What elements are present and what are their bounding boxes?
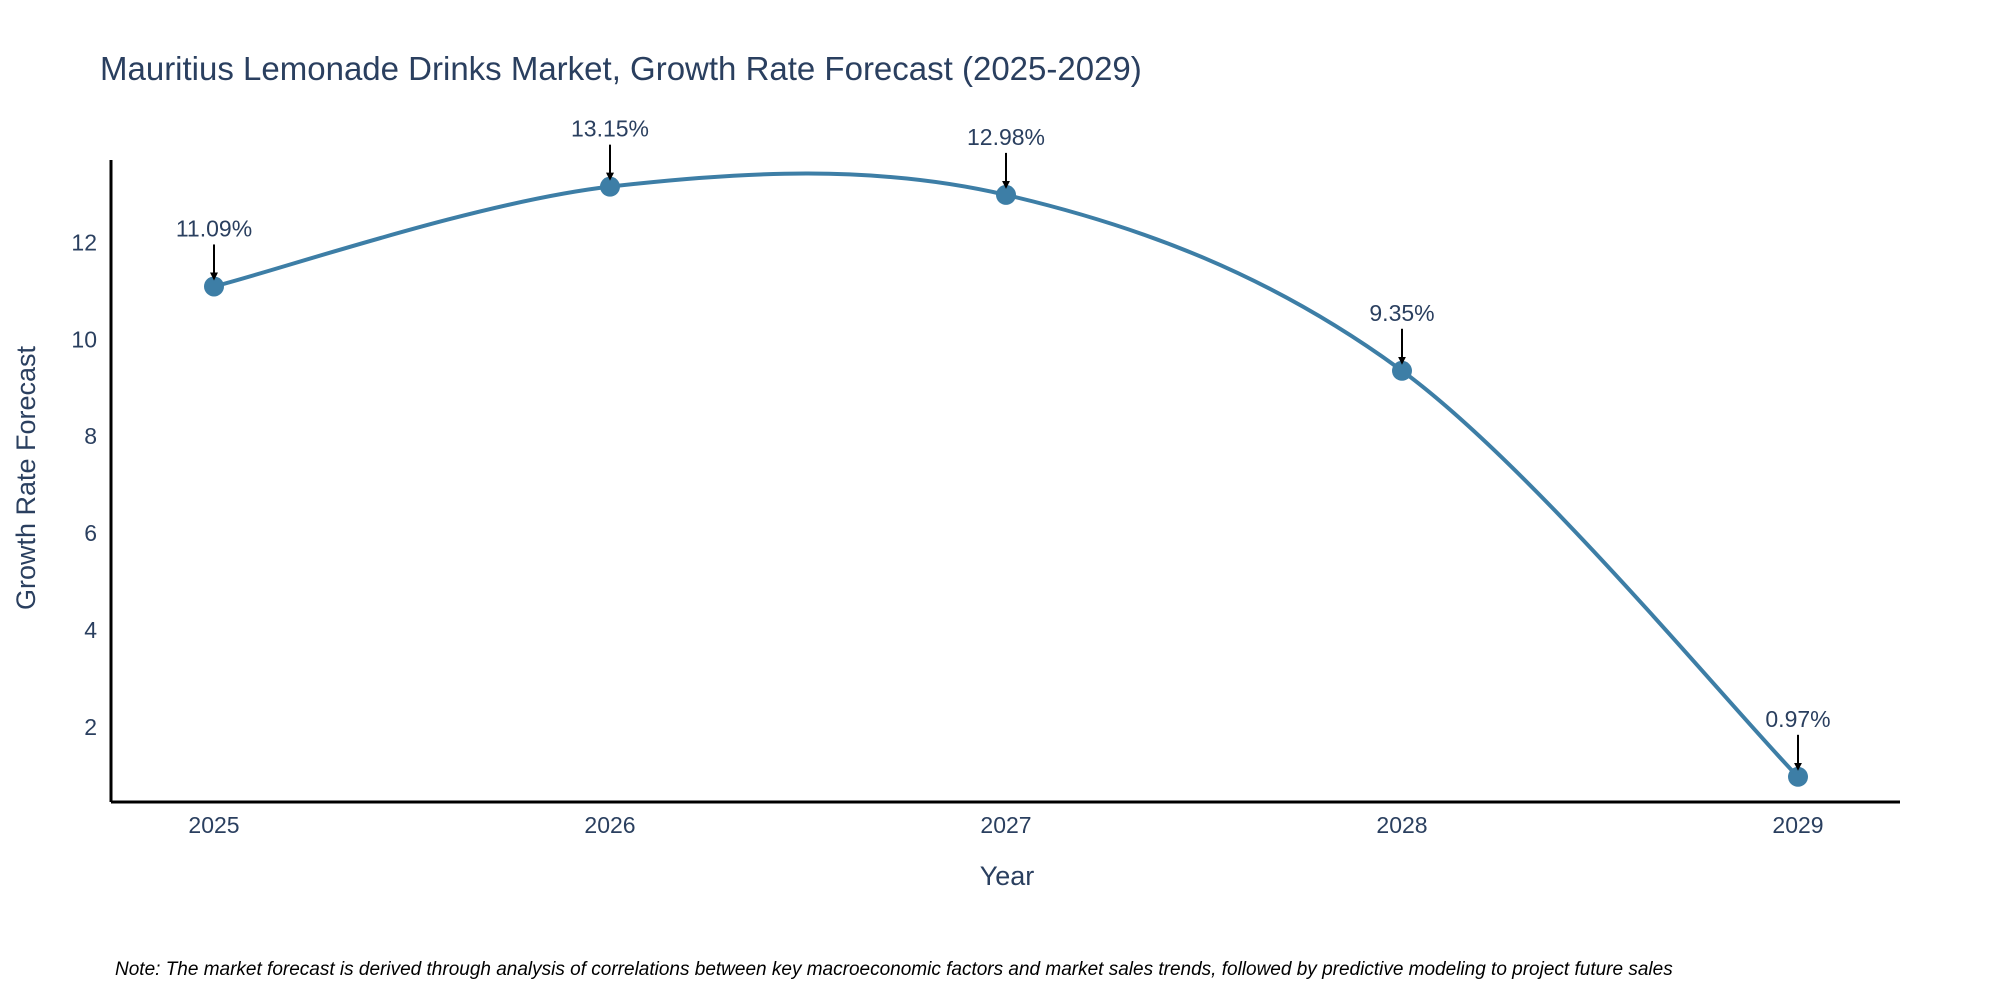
data-point <box>1788 766 1808 787</box>
x-tick-label: 2029 <box>1772 812 1823 838</box>
y-axis-title: Growth Rate Forecast <box>11 345 41 610</box>
y-tick-label: 12 <box>71 229 97 255</box>
series-line <box>213 171 1800 779</box>
data-point <box>1392 360 1412 381</box>
x-tick-label: 2028 <box>1376 812 1427 838</box>
footnote: Note: The market forecast is derived thr… <box>115 959 1673 980</box>
data-label: 9.35% <box>1369 300 1434 326</box>
data-label: 12.98% <box>967 124 1045 150</box>
y-tick-label: 2 <box>84 714 97 740</box>
y-tick-label: 8 <box>84 423 97 449</box>
x-tick-label: 2026 <box>584 812 635 838</box>
x-tick-label: 2027 <box>980 812 1031 838</box>
data-point <box>600 176 620 197</box>
y-tick-label: 4 <box>84 617 97 643</box>
data-point <box>996 184 1016 205</box>
data-label: 0.97% <box>1765 706 1830 732</box>
plot-area: 2 4 6 8 10 12 2025 2026 2027 2028 2029 11.09% 13.15%… <box>71 116 1900 838</box>
y-tick-label: 10 <box>71 326 97 352</box>
y-tick-label: 6 <box>84 520 97 546</box>
x-axis-title: Year <box>980 861 1035 891</box>
x-tick-label: 2025 <box>188 812 239 838</box>
chart-title: Mauritius Lemonade Drinks Market, Growth… <box>100 50 1142 87</box>
data-label: 11.09% <box>176 215 252 241</box>
data-point <box>204 276 224 297</box>
data-label: 13.15% <box>571 116 649 142</box>
